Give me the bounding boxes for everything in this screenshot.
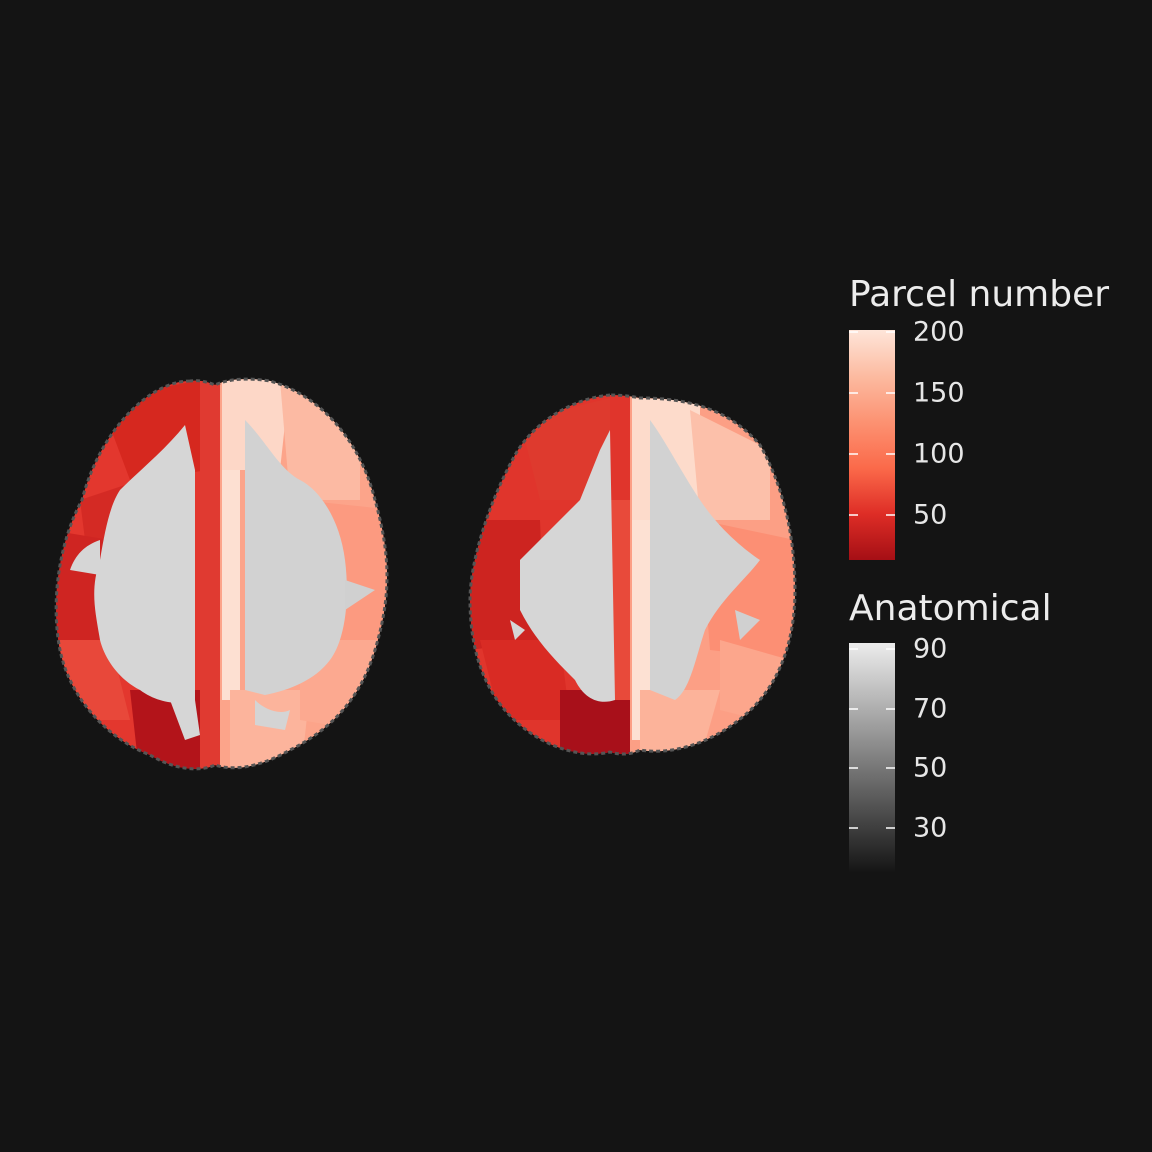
anatomical-tick-label: 50 [913,752,948,784]
anatomical-tick-label: 70 [913,693,948,725]
anatomical-tick-label: 30 [913,812,948,844]
parcel-tick-label: 200 [913,316,965,348]
parcel-tick-label: 150 [913,377,965,409]
brain-slice-right [468,393,797,756]
parcel-legend-title: Parcel number [849,274,1110,315]
anatomical-tick-label: 90 [913,633,948,665]
brain-slice-left [54,377,389,771]
parcel-colorbar: 200 150 100 50 [849,317,965,560]
parcel-tick-label: 50 [913,499,948,531]
anatomical-legend-title: Anatomical [849,588,1052,629]
anatomical-colorbar: 90 70 50 30 [849,634,947,873]
parcel-tick-label: 100 [913,438,965,470]
